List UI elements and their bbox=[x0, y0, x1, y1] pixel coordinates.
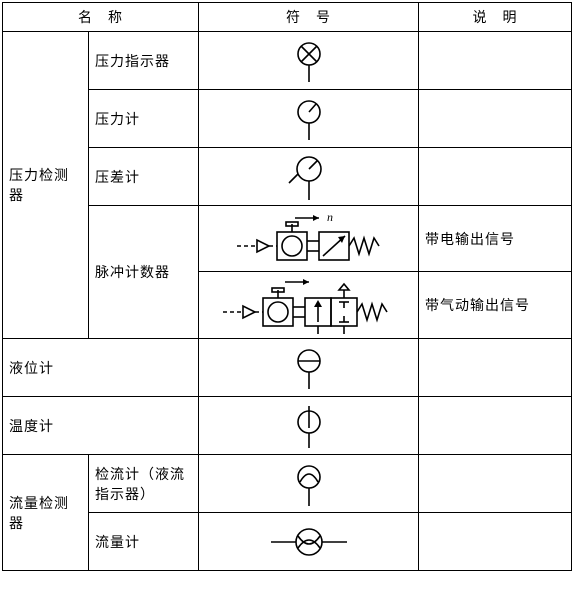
item-desc bbox=[419, 513, 572, 571]
symbol-cell bbox=[199, 90, 419, 148]
symbol-cell bbox=[199, 397, 419, 455]
temperature-gauge-icon bbox=[289, 402, 329, 450]
table-row: 压差计 bbox=[3, 148, 572, 206]
header-desc: 说 明 bbox=[419, 3, 572, 32]
category-label: 压力检测器 bbox=[3, 32, 89, 339]
pulse-counter-pneumatic-icon bbox=[209, 272, 409, 338]
item-name: 脉冲计数器 bbox=[89, 206, 199, 339]
table-row: 流量计 bbox=[3, 513, 572, 571]
symbol-cell bbox=[199, 272, 419, 339]
header-name: 名 称 bbox=[3, 3, 199, 32]
item-desc bbox=[419, 339, 572, 397]
header-symbol: 符 号 bbox=[199, 3, 419, 32]
diff-pressure-gauge-icon bbox=[285, 152, 333, 202]
category-label: 流量检测器 bbox=[3, 455, 89, 571]
item-desc bbox=[419, 455, 572, 513]
symbol-table: 名 称 符 号 说 明 压力检测器 压力指示器 压力计 bbox=[2, 2, 572, 571]
symbol-cell bbox=[199, 339, 419, 397]
table-row: 压力检测器 压力指示器 bbox=[3, 32, 572, 90]
symbol-cell bbox=[199, 32, 419, 90]
item-name: 压差计 bbox=[89, 148, 199, 206]
category-label: 液位计 bbox=[3, 339, 199, 397]
symbol-cell: n bbox=[199, 206, 419, 272]
level-gauge-icon bbox=[289, 345, 329, 391]
item-name: 压力计 bbox=[89, 90, 199, 148]
item-desc bbox=[419, 90, 572, 148]
svg-text:n: n bbox=[327, 210, 334, 224]
item-desc: 带电输出信号 bbox=[419, 206, 572, 272]
flow-indicator-icon bbox=[289, 460, 329, 508]
pressure-indicator-icon bbox=[289, 38, 329, 84]
item-desc: 带气动输出信号 bbox=[419, 272, 572, 339]
item-desc bbox=[419, 32, 572, 90]
table-row: 液位计 bbox=[3, 339, 572, 397]
table-row: 流量检测器 检流计（液流指示器） bbox=[3, 455, 572, 513]
symbol-cell bbox=[199, 455, 419, 513]
symbol-cell bbox=[199, 513, 419, 571]
table-row: 压力计 bbox=[3, 90, 572, 148]
flow-meter-icon bbox=[267, 522, 351, 562]
item-name: 压力指示器 bbox=[89, 32, 199, 90]
table-row: 脉冲计数器 n bbox=[3, 206, 572, 272]
pulse-counter-electric-icon: n bbox=[219, 208, 399, 270]
item-name: 流量计 bbox=[89, 513, 199, 571]
table-row: 温度计 bbox=[3, 397, 572, 455]
category-label: 温度计 bbox=[3, 397, 199, 455]
item-name: 检流计（液流指示器） bbox=[89, 455, 199, 513]
symbol-cell bbox=[199, 148, 419, 206]
item-desc bbox=[419, 397, 572, 455]
pressure-gauge-icon bbox=[289, 96, 329, 142]
header-row: 名 称 符 号 说 明 bbox=[3, 3, 572, 32]
item-desc bbox=[419, 148, 572, 206]
